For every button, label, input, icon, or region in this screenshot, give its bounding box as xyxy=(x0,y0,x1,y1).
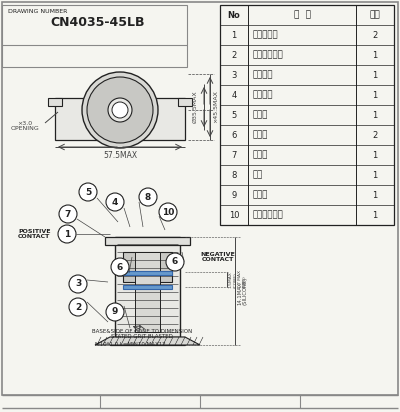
Text: NEGATIVE
CONTACT: NEGATIVE CONTACT xyxy=(200,252,235,262)
Text: 8: 8 xyxy=(231,171,237,180)
Circle shape xyxy=(69,275,87,293)
Text: 铭牌: 铭牌 xyxy=(253,171,263,180)
Bar xyxy=(178,98,192,106)
Text: 锁紧联栓: 锁紧联栓 xyxy=(253,91,274,100)
Circle shape xyxy=(166,253,184,271)
Text: 9: 9 xyxy=(231,190,237,199)
Text: 1: 1 xyxy=(372,171,378,180)
Text: BASE&SIDE OF CONE TO DIMENSION
STATED GRIT BLASTED: BASE&SIDE OF CONE TO DIMENSION STATED GR… xyxy=(92,329,192,339)
Text: 5: 5 xyxy=(85,187,91,197)
Text: POSITIVE
CONTACT: POSITIVE CONTACT xyxy=(18,229,50,239)
Text: 57.5MAX: 57.5MAX xyxy=(103,151,137,160)
Bar xyxy=(115,237,180,337)
Circle shape xyxy=(139,188,157,206)
Text: 品  名: 品 名 xyxy=(294,10,310,19)
Circle shape xyxy=(111,258,129,276)
Text: 有机硅: 有机硅 xyxy=(253,110,268,119)
Text: 5: 5 xyxy=(231,110,237,119)
Text: 1: 1 xyxy=(64,229,70,239)
Text: M10*1.0 L=MIN10 MAX12: M10*1.0 L=MIN10 MAX12 xyxy=(95,342,165,346)
Text: 4: 4 xyxy=(231,91,237,100)
Bar xyxy=(123,271,172,275)
Text: 1: 1 xyxy=(372,190,378,199)
Bar xyxy=(110,337,185,345)
Bar xyxy=(55,98,185,140)
Circle shape xyxy=(79,183,97,201)
Text: 1: 1 xyxy=(372,211,378,220)
Text: 14.1MAX
(SILICONE): 14.1MAX (SILICONE) xyxy=(237,277,248,305)
Circle shape xyxy=(106,303,124,321)
Text: 弹性体（下）: 弹性体（下） xyxy=(253,51,284,59)
Text: 6: 6 xyxy=(117,262,123,272)
Text: 1: 1 xyxy=(372,70,378,80)
Text: 1: 1 xyxy=(372,51,378,59)
Text: 10: 10 xyxy=(162,208,174,216)
Text: 9: 9 xyxy=(112,307,118,316)
Circle shape xyxy=(112,102,128,118)
Text: 8: 8 xyxy=(145,192,151,201)
Text: 1: 1 xyxy=(372,150,378,159)
Circle shape xyxy=(108,98,132,122)
Text: ×3.0
OPENING: ×3.0 OPENING xyxy=(11,121,39,131)
Polygon shape xyxy=(95,337,200,345)
Text: 有机硅: 有机硅 xyxy=(253,150,268,159)
Text: 6: 6 xyxy=(231,131,237,140)
Text: 7: 7 xyxy=(231,150,237,159)
Text: 陶瓷振动片: 陶瓷振动片 xyxy=(253,30,279,40)
Text: 3: 3 xyxy=(231,70,237,80)
Bar xyxy=(123,252,172,282)
Text: 6: 6 xyxy=(172,258,178,267)
Text: 电极片: 电极片 xyxy=(253,131,268,140)
Bar xyxy=(123,285,172,289)
Text: Ø35.5MAX: Ø35.5MAX xyxy=(193,91,198,123)
Bar xyxy=(105,237,190,245)
Text: 2: 2 xyxy=(75,302,81,311)
Text: 7: 7 xyxy=(65,209,71,218)
Text: 1: 1 xyxy=(231,30,237,40)
Text: 2: 2 xyxy=(372,30,378,40)
Circle shape xyxy=(69,298,87,316)
Text: DRAWING NUMBER: DRAWING NUMBER xyxy=(8,9,67,14)
Text: ×45.5MAX: ×45.5MAX xyxy=(213,91,218,124)
Text: 4: 4 xyxy=(112,197,118,206)
Circle shape xyxy=(82,72,158,148)
Bar xyxy=(220,5,394,225)
Text: 螺纹胶: 螺纹胶 xyxy=(253,190,268,199)
Text: No: No xyxy=(228,10,240,19)
Text: CN4035-45LB: CN4035-45LB xyxy=(50,16,144,28)
Bar xyxy=(48,98,62,106)
Text: 2: 2 xyxy=(372,131,378,140)
Bar xyxy=(135,252,160,332)
Text: 1: 1 xyxy=(372,91,378,100)
Circle shape xyxy=(159,203,177,221)
Circle shape xyxy=(87,77,153,143)
Text: 个数: 个数 xyxy=(370,10,380,19)
Circle shape xyxy=(58,225,76,243)
Bar xyxy=(2,5,187,67)
Text: 1.5MAX
(CONE)
1.7 MAX
(ONE): 1.5MAX (CONE) 1.7 MAX (ONE) xyxy=(229,271,247,288)
Text: 1: 1 xyxy=(372,110,378,119)
Circle shape xyxy=(106,193,124,211)
Text: 10: 10 xyxy=(229,211,239,220)
Text: 饐氟龙管: 饐氟龙管 xyxy=(253,70,274,80)
Text: 2: 2 xyxy=(231,51,237,59)
Text: 弹性体（上）: 弹性体（上） xyxy=(253,211,284,220)
Text: 3: 3 xyxy=(75,279,81,288)
Circle shape xyxy=(59,205,77,223)
